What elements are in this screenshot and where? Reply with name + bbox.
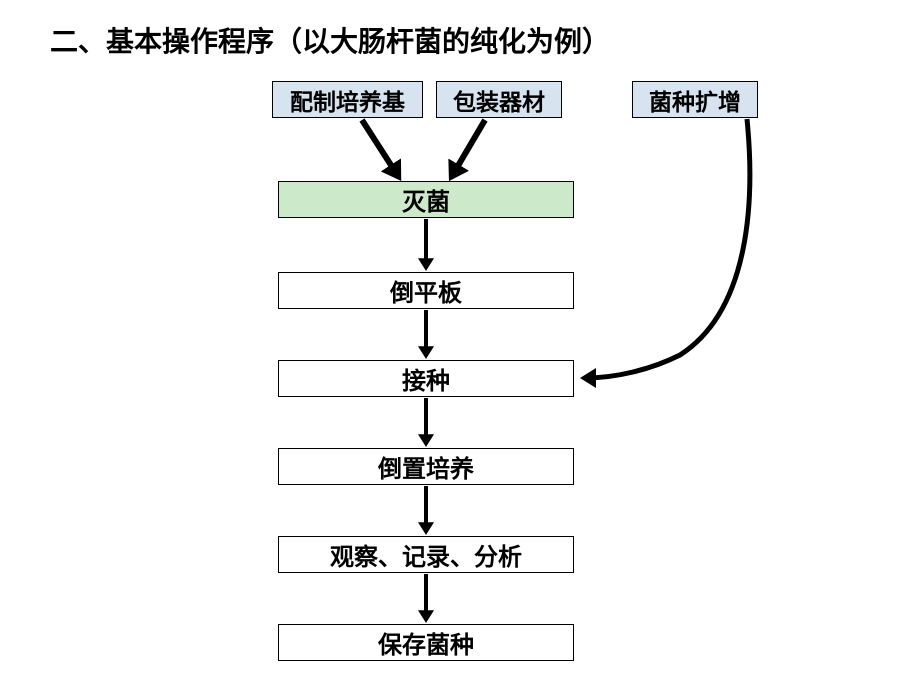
box-sterilize: 灭菌 <box>278 181 574 218</box>
box-observe-record: 观察、记录、分析 <box>278 536 574 573</box>
box-prepare-medium: 配制培养基 <box>272 81 423 118</box>
box-strain-amplification: 菌种扩增 <box>632 81 758 118</box>
box-label: 倒平板 <box>390 273 462 308</box>
box-pour-plate: 倒平板 <box>278 272 574 309</box>
box-label: 配制培养基 <box>290 83 405 117</box>
box-invert-culture: 倒置培养 <box>278 448 574 485</box>
box-package-equipment: 包装器材 <box>436 81 562 118</box>
box-save-strain: 保存菌种 <box>278 624 574 661</box>
box-label: 观察、记录、分析 <box>330 537 522 572</box>
arrow-top2-s1 <box>452 120 485 176</box>
box-label: 保存菌种 <box>378 625 474 660</box>
box-label: 倒置培养 <box>378 449 474 484</box>
box-label: 菌种扩增 <box>649 83 741 117</box>
page-title: 二、基本操作程序（以大肠杆菌的纯化为例） <box>50 20 610 60</box>
arrow-curve-top3-s3 <box>585 119 750 378</box>
box-label: 灭菌 <box>402 182 450 217</box>
box-label: 接种 <box>402 361 450 396</box>
arrow-top1-s1 <box>362 120 398 176</box>
box-inoculate: 接种 <box>278 360 574 397</box>
box-label: 包装器材 <box>453 83 545 117</box>
